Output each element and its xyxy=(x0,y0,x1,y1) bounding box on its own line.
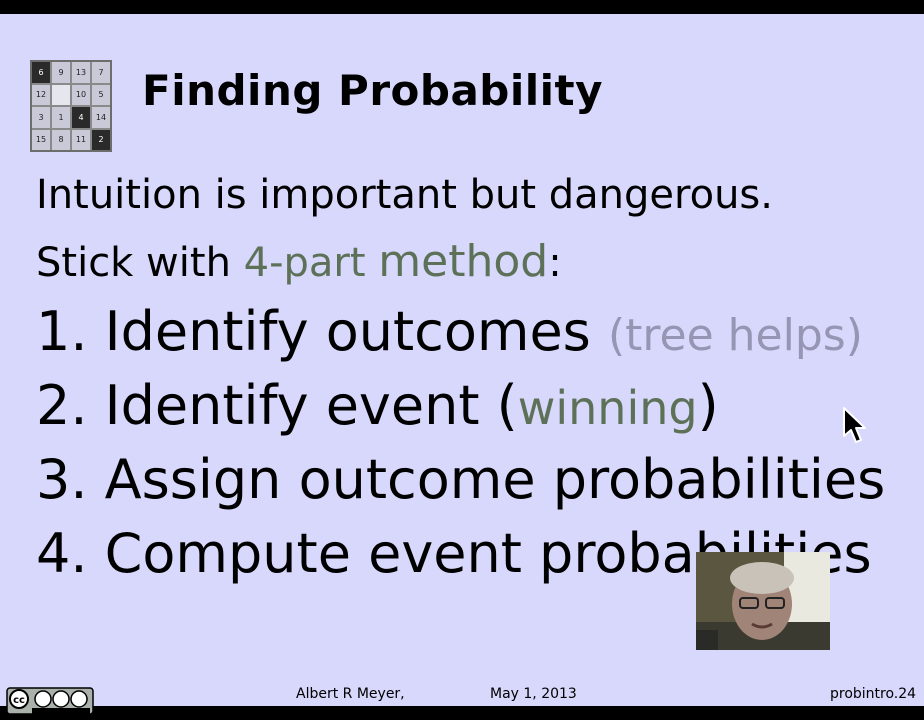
intro-line-2-suffix: : xyxy=(548,240,562,286)
puzzle-tile: 4 xyxy=(72,107,90,128)
puzzle-tile: 12 xyxy=(32,84,50,105)
creative-commons-badge-icon: cc xyxy=(6,687,94,715)
intro-line-2-accent-big: method xyxy=(378,236,549,287)
puzzle-tile: 7 xyxy=(92,62,110,83)
step-2-accent: winning xyxy=(517,381,698,435)
puzzle-tile: 11 xyxy=(72,129,90,150)
footer-date: May 1, 2013 xyxy=(490,686,577,702)
step-1-hint: (tree helps) xyxy=(607,310,863,361)
mouse-pointer-icon xyxy=(843,407,866,443)
puzzle-tile: 6 xyxy=(32,62,50,83)
footer-author: Albert R Meyer, xyxy=(296,686,405,702)
intro-line-2: Stick with 4-part method: xyxy=(36,236,562,287)
presenter-video-image xyxy=(696,552,830,650)
step-1-text: 1. Identify outcomes xyxy=(36,300,608,363)
puzzle-tile: 3 xyxy=(32,107,50,128)
slide: 6 9 13 7 12 10 5 3 1 4 14 15 8 11 2 Finding Probabilit… xyxy=(0,14,924,715)
intro-line-2-accent-small: 4-part xyxy=(243,240,379,286)
puzzle-tile: 2 xyxy=(92,129,110,150)
puzzle-tile: 8 xyxy=(52,129,70,150)
puzzle-tile: 14 xyxy=(92,107,110,128)
puzzle-tile: 9 xyxy=(52,62,70,83)
step-2-end: ) xyxy=(697,374,719,437)
puzzle-tile: 15 xyxy=(32,129,50,150)
step-2: 2. Identify event (winning) xyxy=(36,374,719,437)
step-1: 1. Identify outcomes (tree helps) xyxy=(36,300,863,363)
puzzle-logo: 6 9 13 7 12 10 5 3 1 4 14 15 8 11 2 xyxy=(30,60,112,152)
footer-page-label: probintro.24 xyxy=(830,686,917,702)
webcam-overlay xyxy=(696,552,830,650)
step-2-text: 2. Identify event ( xyxy=(36,374,518,437)
svg-text:cc: cc xyxy=(13,695,25,706)
puzzle-tile: 13 xyxy=(72,62,90,83)
step-3: 3. Assign outcome probabilities xyxy=(36,448,886,511)
slide-title: Finding Probability xyxy=(142,66,603,115)
intro-line-1: Intuition is important but dangerous. xyxy=(36,172,773,218)
puzzle-tile xyxy=(52,84,70,105)
puzzle-tile: 1 xyxy=(52,107,70,128)
puzzle-tile: 10 xyxy=(72,84,90,105)
intro-line-2-prefix: Stick with xyxy=(36,240,244,286)
puzzle-tile: 5 xyxy=(92,84,110,105)
